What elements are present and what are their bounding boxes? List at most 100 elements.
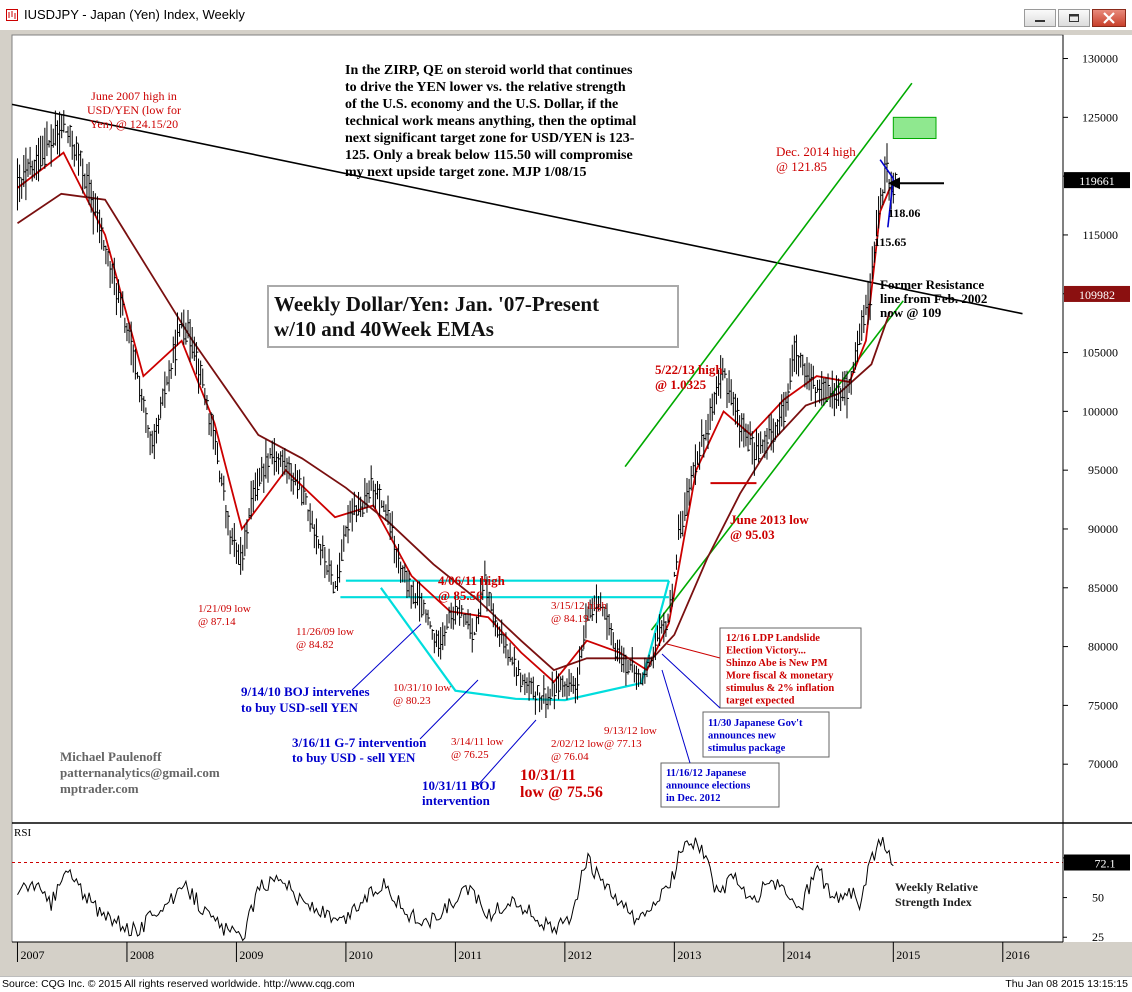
price-y-tick-label: 95000	[1088, 463, 1118, 477]
annotation-elections: 11/16/12 Japanese	[666, 768, 747, 779]
window-titlebar: IUSDJPY - Japan (Yen) Index, Weekly	[0, 0, 1132, 31]
close-button[interactable]	[1092, 9, 1126, 27]
annotation-apr2011: 4/06/11 high	[438, 573, 506, 588]
trendline-former-resistance-line	[11, 103, 1023, 315]
rsi-last-value: 72.1	[1095, 857, 1116, 871]
annotation-ldp: stimulus & 2% inflation	[726, 683, 834, 694]
rsi-panel-title: RSI	[14, 827, 31, 839]
annotation-boj2011: intervention	[422, 793, 491, 808]
trendline-base-trough	[380, 580, 670, 702]
annotation-feb2012: @ 76.04	[551, 751, 589, 763]
status-bar: Source: CQG Inc. © 2015 All rights reser…	[0, 976, 1132, 992]
rsi-annotation: Strength Index	[895, 895, 972, 909]
chart-title: Weekly Dollar/Yen: Jan. '07-Present	[274, 292, 599, 316]
rsi-line	[17, 836, 894, 942]
x-axis-background	[0, 942, 1132, 976]
annotation-former_resistance: line from Feb. 2002	[880, 291, 987, 306]
restore-icon	[1069, 14, 1079, 22]
price-y-tick-label: 105000	[1082, 346, 1118, 360]
g7-pointer	[419, 679, 479, 740]
annotation-g7_2011: 3/16/11 G-7 intervention	[292, 735, 427, 750]
annotation-sep2012: @ 77.13	[604, 738, 642, 750]
price-y-tick-label: 100000	[1082, 404, 1118, 418]
annotation-ldp: 12/16 LDP Landslide	[726, 633, 820, 644]
last-price-arrow-head	[888, 177, 900, 190]
annotation-commentary: technical work means anything, then the …	[345, 114, 636, 129]
annotation-commentary: my next upside target zone. MJP 1/08/15	[345, 165, 586, 180]
annotation-stimulus: stimulus package	[708, 743, 786, 754]
annotation-ldp: Shinzo Abe is New PM	[726, 658, 828, 669]
price-y-tick-label: 85000	[1088, 581, 1118, 595]
annotation-stimulus: 11/30 Japanese Gov't	[708, 718, 803, 729]
trendline-lower-channel-line	[650, 300, 904, 631]
annotation-stimulus: announces new	[708, 731, 776, 742]
annotation-apr2011: @ 85.56	[438, 588, 483, 603]
annotation-boj2010: to buy USD-sell YEN	[241, 700, 359, 715]
annotation-author: patternanalytics@gmail.com	[60, 765, 220, 780]
price-y-tick-label: 115000	[1082, 228, 1118, 242]
annotation-author: mptrader.com	[60, 781, 139, 796]
annotation-ldp: More fiscal & monetary	[726, 671, 834, 682]
chart-title-box	[267, 285, 679, 348]
stimulus-pointer	[661, 653, 721, 709]
price-y-tick-label: 75000	[1088, 698, 1118, 712]
dec-2014-pullback-line	[887, 178, 895, 228]
minimize-button[interactable]	[1024, 9, 1056, 27]
annotation-boj2010: 9/14/10 BOJ intervenes	[241, 684, 370, 699]
resistance-price-box	[1064, 285, 1130, 302]
annotation-commentary: of the U.S. economy and the U.S. Dollar,…	[345, 97, 618, 112]
annotation-g7_2011: to buy USD - sell YEN	[292, 750, 416, 765]
target-zone-box	[892, 116, 937, 139]
boj2011-pointer	[477, 719, 537, 786]
resistance-price-label: 109982	[1079, 288, 1115, 302]
annotation-june2013: June 2013 low	[730, 512, 809, 527]
annotation-may2013: @ 1.0325	[655, 377, 707, 392]
annotation-elections: in Dec. 2012	[666, 793, 721, 804]
annotation-oct2010: @ 80.23	[393, 695, 431, 707]
level-118-label: 118.06	[888, 206, 920, 220]
level-115-label: 115.65	[874, 235, 906, 249]
x-tick-label: 2014	[787, 948, 811, 962]
minimize-icon	[1035, 20, 1045, 22]
x-tick-label: 2008	[130, 948, 154, 962]
price-y-tick-label: 130000	[1082, 52, 1118, 66]
rsi-annotation: Weekly Relative	[895, 880, 979, 894]
annotation-ldp: target expected	[726, 696, 795, 707]
last-price-box	[1064, 172, 1130, 189]
rsi-last-value-box	[1064, 854, 1130, 871]
x-tick-label: 2011	[458, 948, 482, 962]
price-y-tick-label: 80000	[1088, 640, 1118, 654]
x-tick-label: 2007	[20, 948, 44, 962]
elections-pointer	[661, 669, 691, 764]
annotation-oct2011: 10/31/11	[520, 767, 576, 784]
annotation-nov2009: 11/26/09 low	[296, 626, 354, 638]
x-tick-label: 2015	[896, 948, 920, 962]
rsi-y-tick-label: 25	[1092, 930, 1104, 944]
boj2010-pointer	[351, 623, 422, 691]
last-price-label: 119661	[1079, 174, 1115, 188]
restore-button[interactable]	[1058, 9, 1090, 27]
status-timestamp: Thu Jan 08 2015 13:15:15	[1005, 978, 1128, 990]
annotation-former_resistance: Former Resistance	[880, 277, 984, 292]
x-tick-label: 2009	[239, 948, 263, 962]
ldp-pointer	[666, 643, 721, 659]
ldp-callout-box	[719, 627, 862, 709]
annotation-oct2010: 10/31/10 low	[393, 682, 451, 694]
annotation-ldp: Election Victory...	[726, 646, 806, 657]
annotation-oct2011: low @ 75.56	[520, 784, 603, 801]
dec-2014-pullback-line	[879, 159, 894, 179]
close-icon	[1103, 12, 1115, 24]
price-y-tick-label: 70000	[1088, 757, 1118, 771]
annotation-commentary: next significant target zone for USD/YEN…	[345, 131, 635, 146]
status-source: Source: CQG Inc. © 2015 All rights reser…	[2, 978, 355, 990]
chart-app-icon	[6, 9, 18, 21]
annotation-mar2012: 3/15/12 high	[551, 600, 607, 612]
annotation-feb2012: 2/02/12 low	[551, 738, 604, 750]
annotation-june2007: June 2007 high in	[91, 89, 177, 103]
chart-title: w/10 and 40Week EMAs	[274, 317, 494, 341]
annotation-may2013: 5/22/13 high	[655, 362, 723, 377]
annotation-june2007: Yen) @ 124.15/20	[90, 117, 178, 131]
